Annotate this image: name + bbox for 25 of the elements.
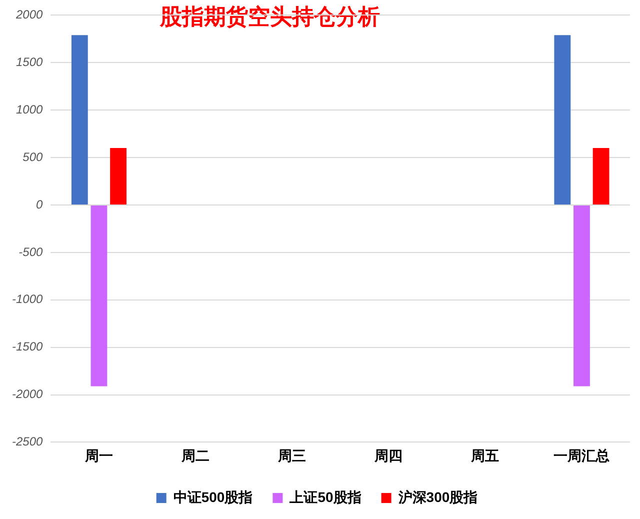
y-tick-label: 1500 — [16, 54, 44, 69]
y-tick-label: 0 — [36, 197, 44, 212]
x-tick-label: 周一 — [84, 447, 113, 464]
x-tick-label: 周五 — [470, 447, 500, 464]
bar — [554, 35, 571, 204]
legend-label: 上证50股指 — [288, 488, 362, 505]
bar — [71, 35, 88, 204]
bar — [110, 148, 126, 204]
bar — [574, 205, 590, 386]
y-tick-label: -1000 — [12, 292, 44, 306]
legend-label: 沪深300股指 — [397, 488, 478, 505]
x-tick-label: 一周汇总 — [554, 447, 610, 464]
bar — [90, 205, 108, 386]
bar — [592, 148, 610, 204]
y-tick-label: -2500 — [12, 434, 44, 449]
legend-label: 中证500股指 — [173, 488, 253, 505]
y-tick-label: 500 — [22, 150, 44, 164]
y-tick-label: 1000 — [16, 102, 44, 116]
y-tick-label: -2000 — [12, 387, 44, 402]
y-tick-label: -500 — [18, 244, 44, 259]
y-tick-label: -1500 — [12, 340, 44, 354]
x-tick-label: 周三 — [277, 447, 306, 464]
x-tick-label: 周四 — [374, 447, 403, 464]
x-tick-label: 周二 — [180, 447, 210, 464]
y-tick-label: 2000 — [14, 8, 44, 22]
